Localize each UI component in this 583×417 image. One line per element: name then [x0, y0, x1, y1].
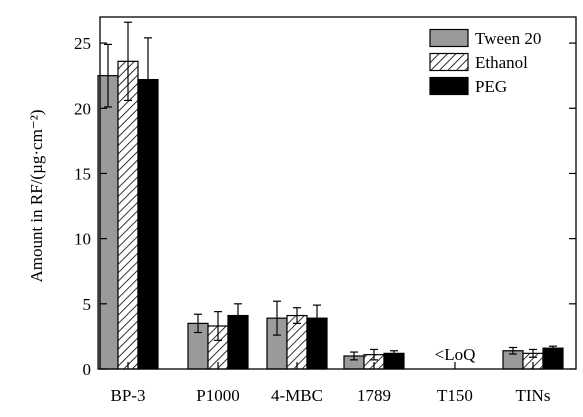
legend-item-peg: PEG: [429, 76, 507, 96]
error-bar-p1000-ethanol: [214, 311, 222, 341]
error-bar-tins-peg: [549, 345, 557, 351]
error-bar-bp-3-peg: [144, 37, 152, 122]
legend-item-tween-20: Tween 20: [429, 28, 541, 48]
y-tick-label: 20: [74, 99, 91, 118]
bar-bp-3-ethanol: [117, 60, 139, 370]
x-tick-label-p1000: P1000: [196, 386, 239, 405]
legend-label: Ethanol: [475, 53, 528, 72]
bar-bp-3-peg: [137, 78, 159, 370]
error-bar-4-mbc-tween-20: [273, 300, 281, 336]
legend: Tween 20 Ethanol PEG: [429, 28, 541, 96]
legend-label: PEG: [475, 77, 507, 96]
x-tick-label-1789: 1789: [357, 386, 391, 405]
error-bar-1789-ethanol: [370, 348, 378, 361]
y-tick-label: 0: [83, 360, 92, 379]
error-bar-4-mbc-peg: [313, 304, 321, 332]
error-bar-tins-ethanol: [529, 348, 537, 358]
error-bar-p1000-peg: [234, 303, 242, 328]
error-bars-layer: [104, 21, 557, 361]
x-tick-label-tins: TINs: [516, 386, 551, 405]
y-axis-title: Amount in RF/(µg·cm⁻²): [27, 109, 46, 282]
bars-layer: [97, 60, 564, 370]
x-tick-label-bp-3: BP-3: [111, 386, 146, 405]
bar-tins-peg: [542, 347, 564, 370]
bar-bp-3-tween-20: [97, 75, 119, 370]
legend-item-ethanol: Ethanol: [429, 52, 528, 72]
y-tick-label: 15: [74, 164, 91, 183]
legend-swatch: [429, 76, 469, 96]
y-tick-label: 25: [74, 34, 91, 53]
error-bar-4-mbc-ethanol: [293, 307, 301, 324]
annotation-t150: <LoQ: [435, 345, 476, 364]
plot-frame: [99, 16, 577, 370]
legend-swatch: [429, 28, 469, 48]
error-bar-tins-tween-20: [509, 346, 517, 355]
error-bar-bp-3-tween-20: [104, 43, 112, 108]
labels-layer: 0 5 10 15 20 25 BP-3 P1000 4-MBC 1789 T150 TINs Amou…: [27, 34, 550, 405]
legend-swatch: [429, 52, 469, 72]
x-tick-label-t150: T150: [437, 386, 473, 405]
error-bar-p1000-tween-20: [194, 313, 202, 334]
y-tick-label: 10: [74, 230, 91, 249]
error-bar-1789-tween-20: [350, 351, 358, 361]
y-tick-label: 5: [83, 295, 92, 314]
legend-label: Tween 20: [475, 29, 541, 48]
error-bar-1789-peg: [390, 350, 398, 357]
error-bar-bp-3-ethanol: [124, 21, 132, 102]
axes-layer: [99, 16, 577, 370]
x-tick-label-4-mbc: 4-MBC: [271, 386, 323, 405]
